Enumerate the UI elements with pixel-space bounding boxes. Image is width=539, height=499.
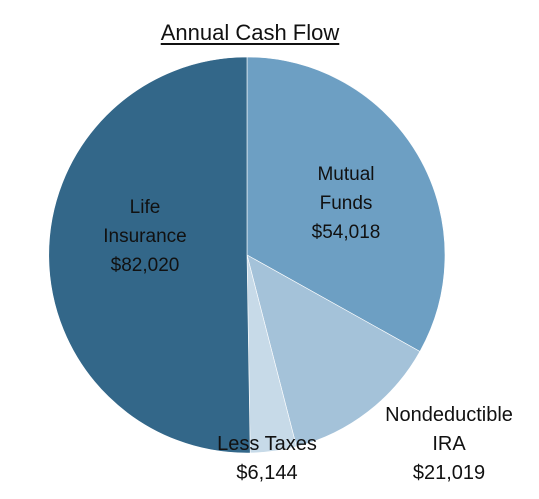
pie-slice-life-insurance: [48, 56, 251, 454]
slice-value-life-insurance: $82,020: [111, 255, 180, 276]
slice-label-nondeductible-ira: IRA: [432, 433, 466, 455]
slice-label-less-taxes: Less Taxes: [217, 433, 317, 455]
slice-label-mutual-funds: Funds: [320, 193, 373, 214]
slice-label-life-insurance: Life: [130, 197, 161, 218]
pie-slice-mutual-funds: [246, 56, 446, 352]
slice-value-nondeductible-ira: $21,019: [413, 462, 485, 484]
slice-label-life-insurance: Insurance: [103, 226, 186, 247]
slice-label-mutual-funds: Mutual: [317, 164, 374, 185]
slice-label-nondeductible-ira: Nondeductible: [385, 404, 513, 426]
pie-slice-nondeductible-ira: [246, 254, 421, 448]
slice-value-less-taxes: $6,144: [236, 462, 297, 484]
chart-title: Annual Cash Flow: [160, 20, 340, 45]
slice-value-mutual-funds: $54,018: [312, 222, 381, 243]
